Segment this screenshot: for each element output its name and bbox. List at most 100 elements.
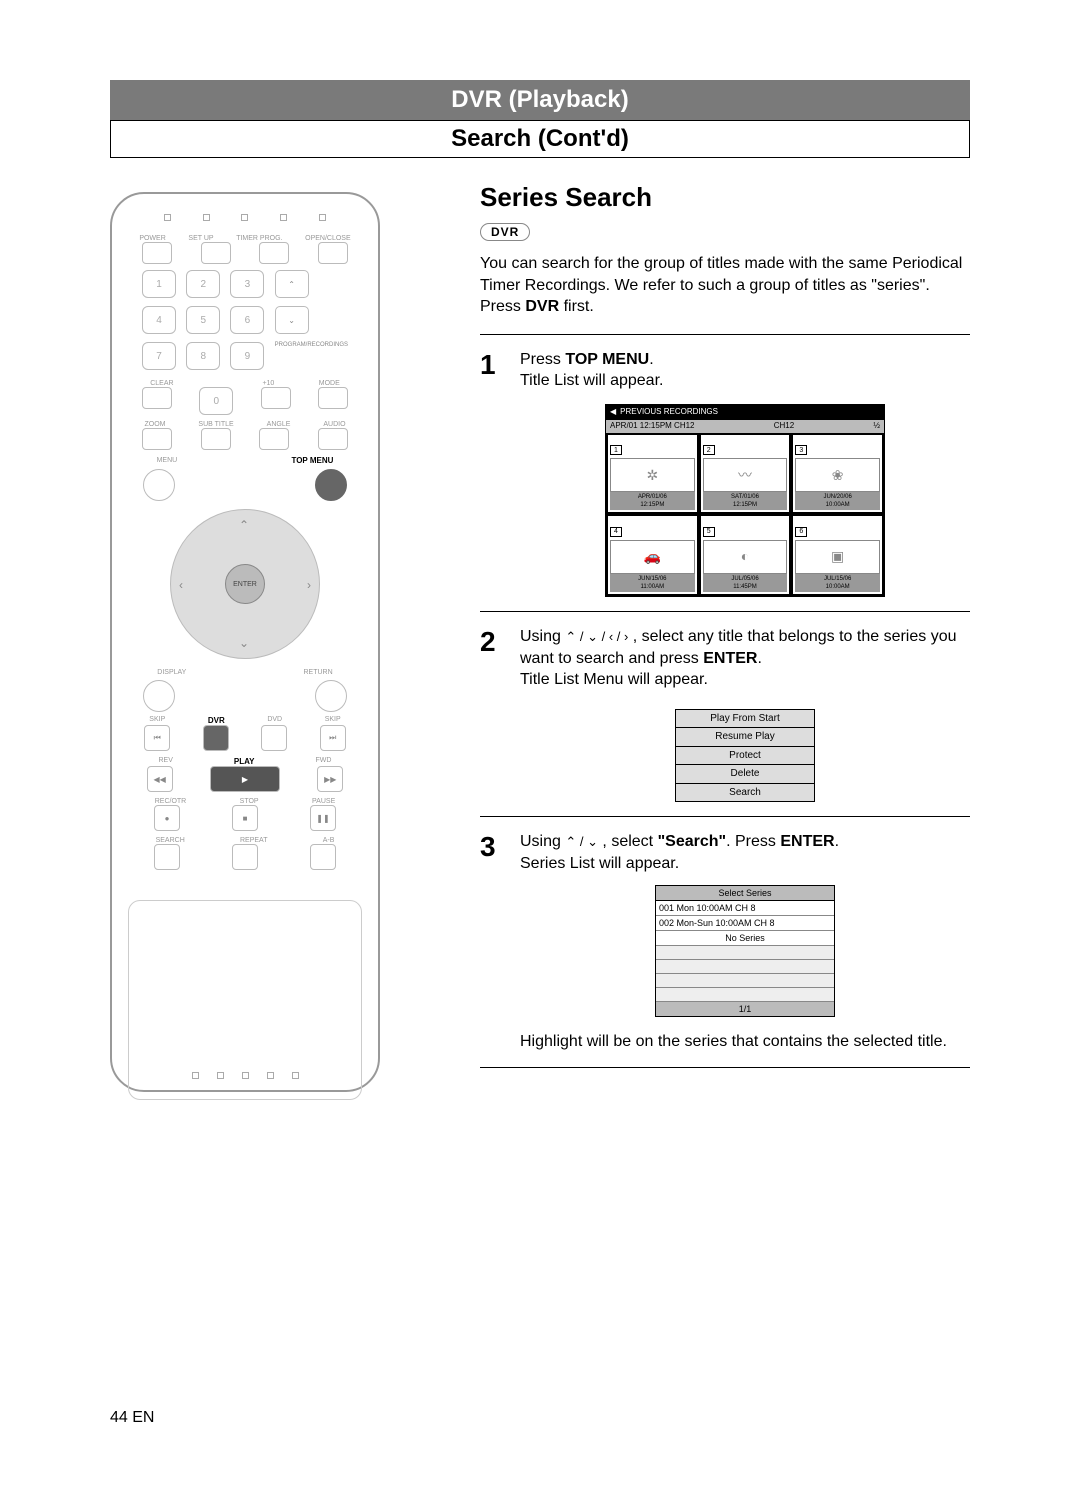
clear-button[interactable]: [142, 387, 172, 409]
angle-button[interactable]: [259, 428, 289, 450]
key-0[interactable]: 0: [199, 387, 233, 415]
label-skip-r: SKIP: [325, 716, 341, 725]
ts-arrow-icon: ◀: [610, 407, 616, 418]
title-cell: 2 〰 SAT/01/0612:15PM: [701, 435, 790, 513]
pause-button[interactable]: ❚❚: [310, 805, 336, 831]
series-footer: 1/1: [656, 1002, 834, 1016]
nav-down-icon: ⌄: [239, 636, 249, 650]
intro-p2b: DVR: [525, 298, 559, 315]
dvd-button[interactable]: [261, 725, 287, 751]
label-mode: MODE: [319, 380, 340, 387]
rec-button[interactable]: ●: [154, 805, 180, 831]
thumb-icon: ▣: [795, 540, 880, 574]
cell-date: JUN/20/06: [823, 494, 851, 500]
cell-date: SAT/01/06: [731, 494, 759, 500]
intro-text: You can search for the group of titles m…: [480, 253, 970, 318]
display-button[interactable]: [143, 680, 175, 712]
menu-item: Resume Play: [676, 728, 814, 747]
nav-up-icon: ⌃: [239, 518, 249, 532]
label-ab: A-B: [323, 837, 335, 844]
dot: [280, 214, 287, 221]
top-menu-button[interactable]: [315, 469, 347, 501]
step-number: 3: [480, 831, 506, 1052]
cell-num: 5: [703, 527, 715, 537]
fwd-button[interactable]: ▶▶: [317, 766, 343, 792]
key-9[interactable]: 9: [230, 342, 264, 370]
header-main: DVR (Playback): [110, 80, 970, 120]
search-button[interactable]: [154, 844, 180, 870]
key-8[interactable]: 8: [186, 342, 220, 370]
title-cell: 6 ▣ JUL/15/0610:00AM: [793, 516, 882, 594]
menu-item: Search: [676, 784, 814, 802]
separator: [480, 1067, 970, 1068]
dvr-button[interactable]: [203, 725, 229, 751]
ab-button[interactable]: [310, 844, 336, 870]
cell-time: 10:00AM: [826, 502, 850, 508]
menu-button[interactable]: [143, 469, 175, 501]
key-7[interactable]: 7: [142, 342, 176, 370]
key-4[interactable]: 4: [142, 306, 176, 334]
label-stop: STOP: [240, 798, 259, 805]
key-6[interactable]: 6: [230, 306, 264, 334]
cell-date: JUL/05/06: [731, 576, 758, 582]
label-return: RETURN: [304, 669, 333, 676]
label-angle: ANGLE: [267, 421, 291, 428]
remote-control: POWER SET UP TIMER PROG. OPEN/CLOSE 1 2 …: [110, 192, 380, 1092]
key-3[interactable]: 3: [230, 270, 264, 298]
power-button[interactable]: [142, 242, 172, 264]
channel-up[interactable]: ⌃: [275, 270, 309, 298]
skip-back-button[interactable]: ⏮: [144, 725, 170, 751]
label-dvr: DVR: [208, 716, 225, 725]
cell-num: 6: [795, 527, 807, 537]
label-program: PROGRAM/RECORDINGS: [275, 342, 348, 370]
subtitle-button[interactable]: [201, 428, 231, 450]
label-subtitle: SUB TITLE: [198, 421, 233, 428]
title-cell: 3 ❀ JUN/20/0610:00AM: [793, 435, 882, 513]
play-button[interactable]: ▶: [210, 766, 280, 792]
menu-item: Protect: [676, 747, 814, 766]
open-close-button[interactable]: [318, 242, 348, 264]
audio-button[interactable]: [318, 428, 348, 450]
key-5[interactable]: 5: [186, 306, 220, 334]
dot: [164, 214, 171, 221]
zoom-button[interactable]: [142, 428, 172, 450]
cell-time: 12:15PM: [733, 502, 757, 508]
timer-button[interactable]: [259, 242, 289, 264]
title-cell: 5 ◐ JUL/05/0611:45PM: [701, 516, 790, 594]
rev-button[interactable]: ◀◀: [147, 766, 173, 792]
arrows: ⌃ / ⌄ / ‹ / ›: [565, 629, 628, 644]
cell-time: 10:00AM: [826, 584, 850, 590]
return-button[interactable]: [315, 680, 347, 712]
separator: [480, 334, 970, 335]
plus10-button[interactable]: [261, 387, 291, 409]
ts-sub-left: APR/01 12:15PM CH12: [610, 421, 695, 432]
stop-button[interactable]: ■: [232, 805, 258, 831]
mode-button[interactable]: [318, 387, 348, 409]
intro-p2a: Press: [480, 298, 525, 315]
step-number: 2: [480, 626, 506, 802]
thumb-icon: 〰: [703, 458, 788, 492]
page-number: 44 EN: [110, 1409, 154, 1427]
repeat-button[interactable]: [232, 844, 258, 870]
series-row: 002 Mon-Sun 10:00AM CH 8: [656, 916, 834, 931]
label-display: DISPLAY: [157, 669, 186, 676]
setup-button[interactable]: [201, 242, 231, 264]
series-list-screen: Select Series 001 Mon 10:00AM CH 8 002 M…: [655, 885, 835, 1018]
channel-down[interactable]: ⌄: [275, 306, 309, 334]
enter-button[interactable]: ENTER: [225, 564, 265, 604]
step-2: 2 Using ⌃ / ⌄ / ‹ / › , select any title…: [480, 626, 970, 802]
remote-top-dots: [128, 214, 362, 221]
cell-time: 11:00AM: [641, 584, 665, 590]
s1b: TOP MENU: [565, 351, 649, 368]
ts-sub-right: CH12: [774, 421, 794, 432]
label-setup: SET UP: [188, 235, 213, 242]
key-1[interactable]: 1: [142, 270, 176, 298]
label-repeat: REPEAT: [240, 837, 268, 844]
s3-closing: Highlight will be on the series that con…: [520, 1033, 947, 1050]
skip-fwd-button[interactable]: ⏭: [320, 725, 346, 751]
nav-pad: ⌃ ⌄ ‹ › ENTER: [170, 509, 320, 659]
cell-num: 1: [610, 445, 622, 455]
label-rec: REC/OTR: [155, 798, 187, 805]
key-2[interactable]: 2: [186, 270, 220, 298]
separator: [480, 816, 970, 817]
